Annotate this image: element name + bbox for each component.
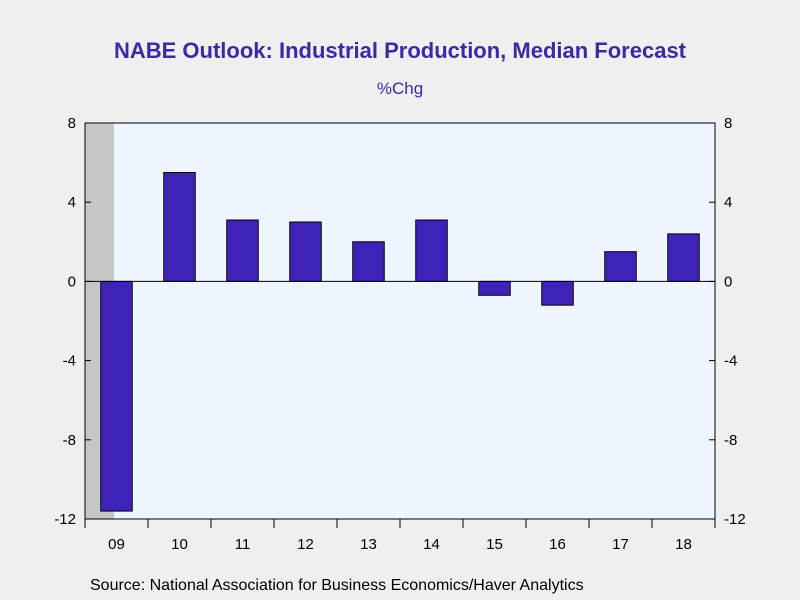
bar-10 <box>163 172 196 282</box>
y-tick-label-left: 4 <box>68 194 76 211</box>
chart-title: NABE Outlook: Industrial Production, Med… <box>113 38 687 63</box>
bar-18 <box>667 233 700 282</box>
y-tick-label-right: -8 <box>724 432 737 449</box>
y-tick-label-right: -12 <box>724 511 746 528</box>
x-tick-label-09: 09 <box>108 536 125 553</box>
y-tick-label-left: -12 <box>54 511 76 528</box>
bar-12 <box>289 221 322 282</box>
x-tick-label-10: 10 <box>171 536 188 553</box>
x-tick-label-14: 14 <box>423 536 440 553</box>
x-tick-label-17: 17 <box>612 536 629 553</box>
bar-series <box>100 172 700 512</box>
y-axis-unit-label: %Chg <box>376 79 424 98</box>
y-tick-label-right: 4 <box>724 194 732 211</box>
y-tick-label-right: 0 <box>724 273 732 290</box>
bar-17 <box>604 251 637 282</box>
bar-15 <box>478 280 511 296</box>
y-axis-left: 8 4 0 -4 -8 -12 <box>54 115 91 528</box>
source-note: Source: National Association for Busines… <box>90 577 584 594</box>
y-tick-label-left: -4 <box>63 353 76 370</box>
y-axis-right: 8 4 0 -4 -8 -12 <box>709 115 746 528</box>
bar-11 <box>226 219 259 282</box>
x-tick-label-15: 15 <box>486 536 503 553</box>
bar-14 <box>415 219 448 282</box>
x-axis: 09 10 11 12 13 14 15 16 17 18 <box>84 519 716 553</box>
x-tick-label-12: 12 <box>297 536 314 553</box>
x-tick-label-13: 13 <box>360 536 377 553</box>
bar-13 <box>352 241 385 282</box>
y-tick-label-left: -8 <box>63 432 76 449</box>
y-tick-label-right: 8 <box>724 115 732 132</box>
x-tick-label-11: 11 <box>235 536 251 553</box>
bar-16 <box>541 280 574 306</box>
y-tick-label-left: 8 <box>68 115 76 132</box>
x-tick-label-18: 18 <box>675 536 692 553</box>
x-tick-label-16: 16 <box>549 536 566 553</box>
y-tick-label-right: -4 <box>724 353 737 370</box>
y-tick-label-left: 0 <box>68 273 76 290</box>
bar-09 <box>100 280 133 512</box>
